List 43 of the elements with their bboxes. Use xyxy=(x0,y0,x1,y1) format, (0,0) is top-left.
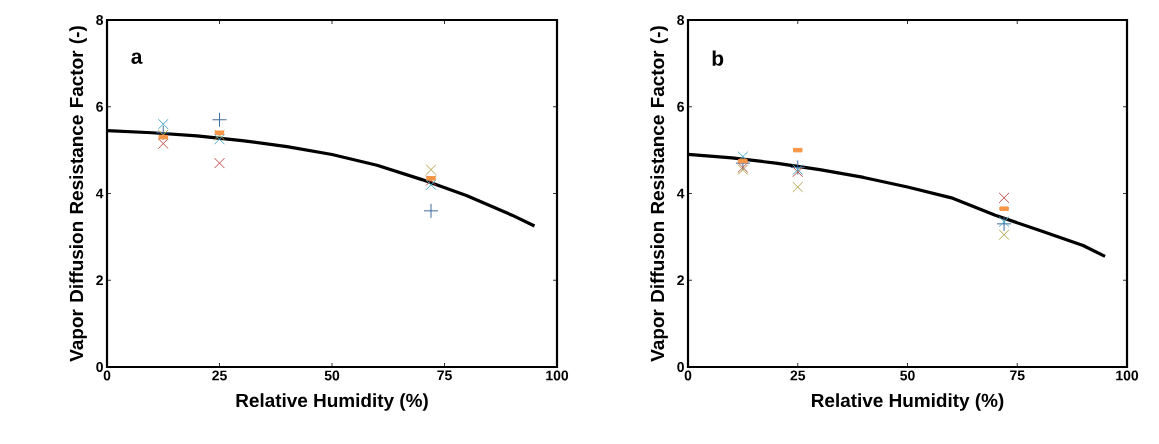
point xyxy=(425,175,437,186)
point xyxy=(212,112,228,128)
point xyxy=(157,118,169,130)
point xyxy=(792,181,804,193)
y-tick-label: 8 xyxy=(677,15,685,25)
y-tick-label: 6 xyxy=(677,101,684,112)
x-tick-label: 50 xyxy=(900,370,915,381)
point xyxy=(423,203,439,219)
x-tick-label: 0 xyxy=(684,370,692,381)
y-tick-label: 6 xyxy=(96,101,103,112)
point xyxy=(214,157,225,169)
point xyxy=(157,129,169,141)
x-tick-label: 100 xyxy=(1116,370,1139,381)
x-tick-label: 50 xyxy=(324,370,340,381)
x-tick-label: 100 xyxy=(546,370,569,381)
point xyxy=(425,164,437,176)
y-tick-label: 0 xyxy=(96,362,103,372)
annotation: b xyxy=(712,50,724,66)
y-tick-label: 2 xyxy=(677,275,684,286)
annotation: a xyxy=(131,52,143,64)
point xyxy=(157,138,169,150)
x-tick-label: 0 xyxy=(103,370,111,381)
point xyxy=(996,216,1012,232)
y-tick-label: 4 xyxy=(95,188,104,199)
point xyxy=(998,192,1010,204)
point xyxy=(790,159,806,175)
x-axis-title: Relative Humidity (%) xyxy=(236,393,428,411)
y-tick-label: 4 xyxy=(676,188,685,199)
x-tick-label: 75 xyxy=(1010,370,1025,381)
x-tick-label: 75 xyxy=(437,370,452,381)
point xyxy=(425,179,437,191)
point xyxy=(214,129,225,141)
y-tick-label: 8 xyxy=(96,15,104,25)
y-tick-label: 2 xyxy=(96,275,103,286)
x-axis-title: Relative Humidity (%) xyxy=(812,393,1004,411)
point xyxy=(214,133,225,145)
y-tick-label: 0 xyxy=(677,362,684,372)
y-axis-title: Vapor Diffusion Resistance Factor (-) xyxy=(650,26,668,362)
x-tick-label: 25 xyxy=(790,370,806,381)
x-tick-label: 25 xyxy=(212,370,227,381)
point xyxy=(998,229,1010,241)
point xyxy=(998,216,1010,228)
y-axis-title: Vapor Diffusion Resistance Factor (-) xyxy=(69,26,87,362)
